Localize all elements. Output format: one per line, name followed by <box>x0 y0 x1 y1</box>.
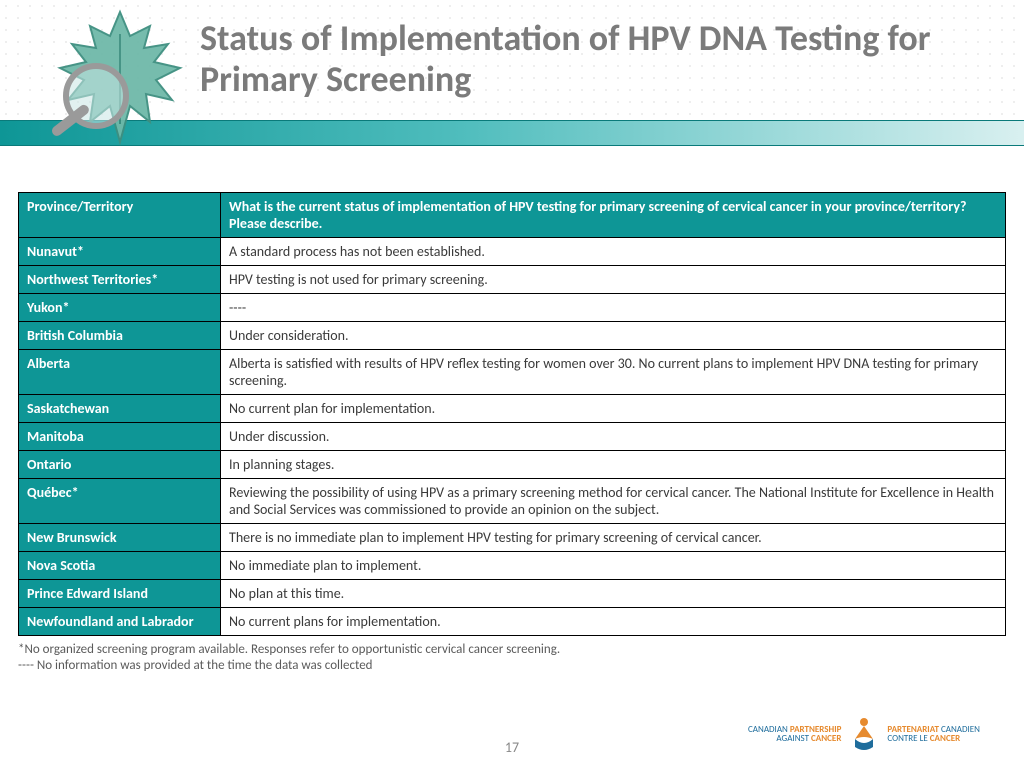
province-cell: Nova Scotia <box>19 552 221 579</box>
table-row: Newfoundland and LabradorNo current plan… <box>19 608 1005 636</box>
table-row: Québec*Reviewing the possibility of usin… <box>19 479 1005 524</box>
table-row: British ColumbiaUnder consideration. <box>19 322 1005 350</box>
logo-text-fr: PARTENARIAT CANADIEN CONTRE LE CANCER <box>887 725 980 744</box>
table-row: SaskatchewanNo current plan for implemen… <box>19 395 1005 423</box>
status-cell: No current plan for implementation. <box>221 395 1005 422</box>
status-table: Province/Territory What is the current s… <box>18 192 1006 636</box>
status-cell: Under consideration. <box>221 322 1005 349</box>
province-cell: British Columbia <box>19 322 221 349</box>
table-row: New BrunswickThere is no immediate plan … <box>19 524 1005 552</box>
status-cell: In planning stages. <box>221 451 1005 478</box>
province-cell: New Brunswick <box>19 524 221 551</box>
status-cell: HPV testing is not used for primary scre… <box>221 266 1005 293</box>
table-row: ManitobaUnder discussion. <box>19 423 1005 451</box>
page-title: Status of Implementation of HPV DNA Test… <box>200 18 990 99</box>
status-cell: No current plans for implementation. <box>221 608 1005 635</box>
maple-leaf-magnifier-icon <box>40 4 200 164</box>
status-cell: Under discussion. <box>221 423 1005 450</box>
province-cell: Manitoba <box>19 423 221 450</box>
logo-person-icon <box>849 717 879 751</box>
province-cell: Saskatchewan <box>19 395 221 422</box>
province-cell: Ontario <box>19 451 221 478</box>
table-header-status: What is the current status of implementa… <box>221 193 1005 237</box>
table-row: AlbertaAlberta is satisfied with results… <box>19 350 1005 395</box>
table-row: Nova ScotiaNo immediate plan to implemen… <box>19 552 1005 580</box>
footnotes: *No organized screening program availabl… <box>18 642 1006 675</box>
province-cell: Newfoundland and Labrador <box>19 608 221 635</box>
status-cell: There is no immediate plan to implement … <box>221 524 1005 551</box>
status-cell: ---- <box>221 294 1005 321</box>
province-cell: Yukon* <box>19 294 221 321</box>
status-cell: A standard process has not been establis… <box>221 238 1005 265</box>
cpac-logo: CANADIAN PARTNERSHIP AGAINST CANCER PART… <box>724 714 1004 754</box>
status-cell: No immediate plan to implement. <box>221 552 1005 579</box>
table-header-province: Province/Territory <box>19 193 221 237</box>
province-cell: Nunavut* <box>19 238 221 265</box>
table-row: Yukon*---- <box>19 294 1005 322</box>
table-row: OntarioIn planning stages. <box>19 451 1005 479</box>
footnote-1: *No organized screening program availabl… <box>18 642 1006 658</box>
table-row: Nunavut*A standard process has not been … <box>19 238 1005 266</box>
status-cell: No plan at this time. <box>221 580 1005 607</box>
table-header-row: Province/Territory What is the current s… <box>19 193 1005 238</box>
status-cell: Alberta is satisfied with results of HPV… <box>221 350 1005 394</box>
status-cell: Reviewing the possibility of using HPV a… <box>221 479 1005 523</box>
logo-text-en: CANADIAN PARTNERSHIP AGAINST CANCER <box>748 725 841 744</box>
province-cell: Québec* <box>19 479 221 523</box>
province-cell: Prince Edward Island <box>19 580 221 607</box>
table-row: Northwest Territories*HPV testing is not… <box>19 266 1005 294</box>
province-cell: Alberta <box>19 350 221 394</box>
footnote-2: ---- No information was provided at the … <box>18 658 1006 674</box>
province-cell: Northwest Territories* <box>19 266 221 293</box>
table-row: Prince Edward IslandNo plan at this time… <box>19 580 1005 608</box>
